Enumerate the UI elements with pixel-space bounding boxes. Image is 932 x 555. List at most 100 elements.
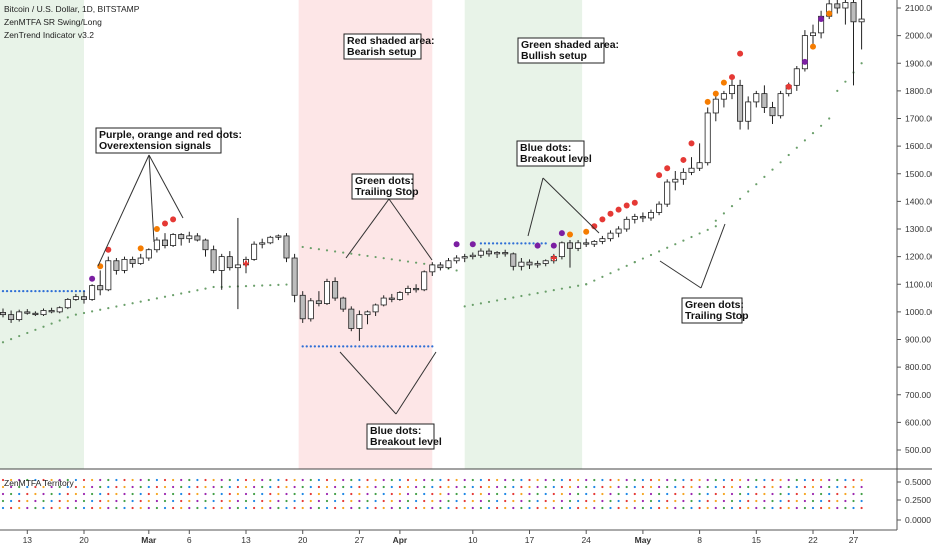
territory-dot <box>139 485 142 489</box>
territory-dot <box>115 492 118 496</box>
territory-dot <box>544 478 547 482</box>
annotation-bullish: Green shaded area:Bullish setup <box>517 37 619 64</box>
price-axis[interactable]: 2100.00 2000.00 1900.00 1800.00 1700.00 1600.… <box>897 3 932 455</box>
territory-dot <box>123 506 126 510</box>
lower-tick-label: 0.2500 <box>905 495 931 505</box>
territory-dot <box>747 485 750 489</box>
territory-dot <box>577 485 580 489</box>
trailing-stop-dot <box>10 338 13 341</box>
territory-dot <box>253 478 256 482</box>
signal-dot <box>801 58 808 65</box>
territory-dot <box>228 492 231 496</box>
territory-dot <box>625 506 628 510</box>
territory-dot <box>690 499 693 503</box>
territory-dot <box>528 492 531 496</box>
territory-dot <box>479 499 482 503</box>
time-axis[interactable]: 13 20 Mar 6 13 20 27 Apr 10 17 24 May 8 15 22 27 <box>23 530 859 545</box>
territory-dot <box>131 492 134 496</box>
territory-dot <box>398 506 401 510</box>
price-tick-label: 2100.00 <box>905 3 932 13</box>
territory-dot <box>601 506 604 510</box>
territory-dot <box>74 499 77 503</box>
signal-dot-series <box>89 10 833 282</box>
territory-dot <box>828 485 831 489</box>
territory-dot <box>706 478 709 482</box>
signal-dot <box>105 246 112 253</box>
breakout-dot <box>487 242 491 245</box>
territory-dot <box>649 492 653 496</box>
territory-dot <box>66 506 69 510</box>
territory-dot <box>91 485 94 489</box>
time-tick-label: 15 <box>752 535 762 545</box>
candle-body <box>858 18 865 23</box>
territory-dot <box>91 478 94 482</box>
territory-dot <box>722 499 726 503</box>
annotation-pointer <box>345 198 390 259</box>
annotation-text: Green dots: <box>685 299 744 311</box>
territory-dot <box>739 499 742 503</box>
candle-body <box>437 264 444 269</box>
breakout-dot <box>483 242 487 245</box>
territory-dot <box>18 506 21 510</box>
territory-dot <box>253 485 256 489</box>
territory-dot <box>293 499 296 503</box>
territory-dot <box>787 506 790 510</box>
trailing-stop-dot <box>277 283 280 286</box>
territory-dot <box>66 492 69 496</box>
territory-dot <box>568 478 572 482</box>
territory-dot <box>415 506 418 510</box>
candle-body <box>769 107 776 117</box>
trailing-stop-dot <box>131 302 134 305</box>
candle-body <box>607 232 614 240</box>
territory-dot <box>358 478 361 482</box>
signal-dot <box>712 90 719 97</box>
time-tick-label: 24 <box>581 535 591 545</box>
territory-dot <box>180 506 183 510</box>
candle-body <box>558 242 565 258</box>
breakout-dot <box>74 290 78 293</box>
breakout-dot <box>58 290 61 293</box>
territory-dot <box>196 506 199 510</box>
trailing-stop-dot <box>795 146 798 149</box>
territory-dot <box>852 478 855 482</box>
territory-dot <box>658 485 661 489</box>
breakout-dot <box>14 290 17 293</box>
candle-body <box>89 285 96 300</box>
signal-dot <box>680 156 687 163</box>
territory-dot <box>609 499 612 503</box>
candle-body <box>356 314 363 329</box>
territory-dot <box>42 478 45 482</box>
lower-tick-label: 0.5000 <box>905 477 931 487</box>
territory-dot <box>91 492 94 496</box>
territory-dot <box>415 499 418 503</box>
candle-body <box>388 297 395 300</box>
trailing-stop-dot <box>828 117 831 120</box>
signal-dot <box>599 216 606 223</box>
territory-dot <box>512 499 515 503</box>
territory-dot <box>99 506 102 510</box>
territory-dot <box>674 485 677 489</box>
territory-dot <box>568 499 572 503</box>
territory-dot <box>852 485 855 489</box>
candle-body <box>810 32 817 37</box>
trailing-stop-dot <box>390 258 393 261</box>
trailing-stop-dot <box>358 253 361 256</box>
candle-body <box>801 35 808 70</box>
territory-dot <box>487 485 491 489</box>
annotation-text: Trailing Stop <box>355 186 419 198</box>
candle-body <box>129 258 136 264</box>
candle-body <box>81 296 88 300</box>
territory-dot <box>253 499 256 503</box>
territory-dot <box>285 492 288 496</box>
candle-body <box>161 239 168 246</box>
time-tick-label: 13 <box>241 535 251 545</box>
territory-dot <box>447 478 450 482</box>
territory-dot <box>585 478 588 482</box>
territory-dot <box>374 485 377 489</box>
territory-dot <box>803 492 807 496</box>
territory-dot <box>180 499 183 503</box>
breakout-dot <box>78 290 82 293</box>
territory-dot <box>625 499 628 503</box>
trailing-stop-dot <box>714 225 717 228</box>
